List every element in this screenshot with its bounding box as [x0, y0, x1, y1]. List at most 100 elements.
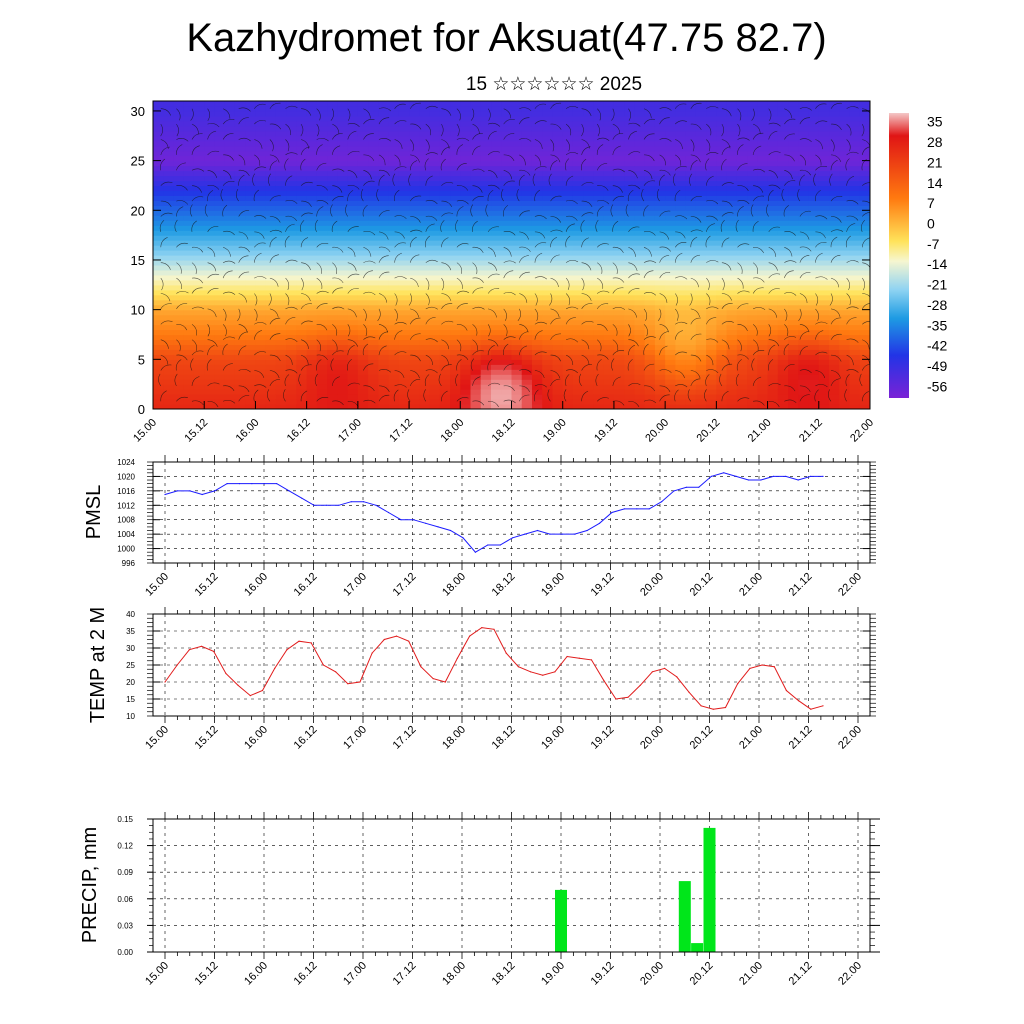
heatmap-cell — [788, 389, 799, 395]
heatmap-cell — [275, 319, 287, 326]
heatmap-cell — [245, 180, 257, 187]
heatmap-cell — [327, 379, 338, 385]
heatmap-cell — [275, 125, 287, 132]
heatmap-cell — [736, 334, 748, 341]
heatmap-cell — [818, 344, 830, 350]
heatmap-cell — [572, 314, 584, 321]
heatmap-cell — [829, 384, 840, 390]
heatmap-cell — [368, 274, 379, 281]
heatmap-cell — [531, 195, 543, 201]
streamline — [456, 324, 468, 331]
heatmap-cell — [501, 190, 513, 196]
heatmap-cell — [634, 175, 646, 182]
heatmap-cell — [439, 230, 451, 236]
streamline — [456, 137, 470, 142]
heatmap-cell — [460, 294, 472, 301]
heatmap-cell — [777, 185, 789, 192]
heatmap-cell — [357, 120, 369, 127]
heatmap-cell — [788, 339, 799, 346]
heatmap-cell — [193, 110, 205, 117]
heatmap-cell — [788, 279, 799, 286]
heatmap-cell — [163, 324, 175, 331]
heatmap-cell — [839, 369, 851, 375]
heatmap-cell — [193, 289, 205, 296]
heatmap-cell — [706, 374, 717, 380]
heatmap-cell — [296, 175, 308, 182]
streamline — [628, 170, 638, 179]
streamline — [612, 220, 619, 232]
heatmap-cell — [480, 394, 492, 400]
heatmap-cell — [767, 190, 779, 196]
heatmap-cell — [542, 389, 554, 395]
heatmap-cell — [409, 279, 420, 286]
heatmap-cell — [347, 135, 359, 142]
heatmap-cell — [245, 344, 257, 350]
heatmap-cell — [859, 289, 870, 296]
heatmap-cell — [562, 101, 574, 107]
heatmap-cell — [480, 349, 492, 355]
heatmap-cell — [777, 160, 789, 167]
heatmap-cell — [849, 225, 861, 231]
streamline — [612, 246, 624, 253]
heatmap-cell — [470, 135, 482, 142]
heatmap-cell — [193, 125, 205, 132]
heatmap-cell — [736, 170, 748, 177]
heatmap-cell — [808, 399, 820, 405]
streamline — [409, 236, 417, 248]
heatmap-cell — [347, 225, 359, 231]
heatmap-cell — [347, 190, 359, 196]
heatmap-cell — [368, 115, 379, 122]
heatmap-cell — [757, 379, 769, 385]
heatmap-cell — [552, 359, 564, 365]
heatmap-cell — [511, 180, 523, 187]
streamline — [487, 288, 500, 294]
heatmap-cell — [572, 304, 584, 311]
heatmap-cell — [347, 309, 359, 316]
heatmap-cell — [193, 374, 205, 380]
heatmap-cell — [583, 334, 595, 341]
streamline — [659, 231, 670, 240]
heatmap-cell — [736, 364, 748, 370]
heatmap-cell — [316, 369, 328, 375]
heatmap-cell — [398, 299, 410, 306]
streamline — [488, 339, 499, 347]
streamline — [300, 220, 305, 232]
heatmap-cell — [818, 150, 830, 157]
heatmap-cell — [450, 170, 461, 177]
streamline — [643, 154, 655, 162]
heatmap-cell — [736, 299, 748, 306]
heatmap-cell — [316, 279, 328, 286]
heatmap-cell — [552, 304, 564, 311]
heatmap-cell — [296, 269, 308, 276]
heatmap-cell — [275, 379, 287, 385]
streamline — [253, 389, 259, 402]
streamline — [519, 246, 531, 252]
heatmap-cell — [808, 190, 820, 196]
heatmap-cell — [798, 255, 810, 261]
heatmap-cell — [562, 399, 574, 405]
heatmap-cell — [286, 165, 297, 172]
streamline — [363, 119, 375, 125]
heatmap-cell — [327, 125, 338, 132]
streamline — [269, 123, 282, 130]
heatmap-cell — [829, 374, 840, 380]
streamline — [347, 123, 360, 127]
heatmap-cell — [613, 255, 625, 261]
streamline — [659, 210, 671, 217]
heatmap-cell — [450, 339, 461, 346]
heatmap-cell — [368, 225, 379, 231]
heatmap-cell — [347, 230, 359, 236]
heatmap-cell — [501, 150, 513, 157]
heatmap-cell — [829, 245, 840, 251]
heatmap-cell — [480, 155, 492, 162]
heatmap-cell — [613, 190, 625, 196]
heatmap-cell — [460, 329, 472, 336]
heatmap-cell — [204, 399, 216, 405]
heatmap-cell — [859, 170, 870, 177]
heatmap-cell — [829, 185, 840, 192]
heatmap-cell — [572, 115, 584, 122]
streamline — [160, 262, 171, 270]
heatmap-cell — [818, 115, 830, 122]
heatmap-cell — [173, 384, 185, 390]
streamline — [345, 204, 349, 217]
